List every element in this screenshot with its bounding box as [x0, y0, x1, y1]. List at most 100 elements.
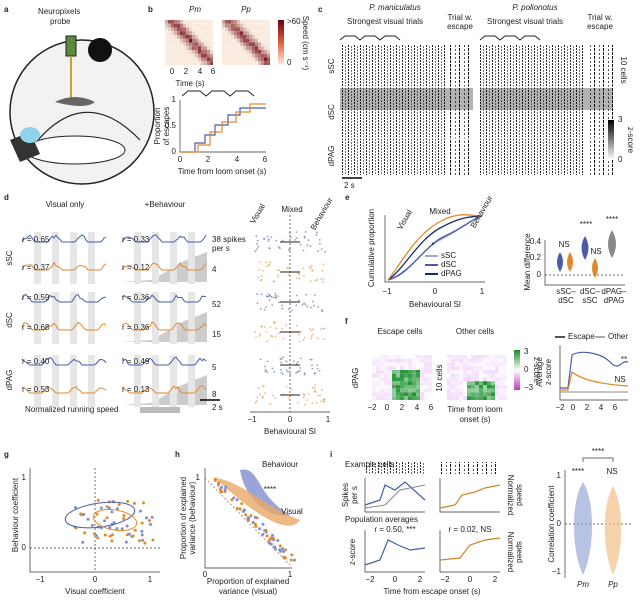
dot [276, 269, 279, 272]
dot [258, 393, 261, 396]
heat-cell [207, 50, 210, 54]
label: 5 [212, 363, 217, 372]
dot [296, 370, 299, 373]
label: Behavioural SI [409, 300, 461, 309]
heat-cell [428, 388, 432, 393]
dot [127, 532, 131, 536]
label: Pp [241, 5, 251, 14]
dot [278, 269, 281, 271]
trace [21, 234, 107, 243]
heat-cell [240, 61, 243, 65]
heat-cell [447, 358, 451, 363]
heat-cell [388, 388, 392, 393]
heat-cell [467, 358, 471, 363]
heat-cell [180, 61, 183, 65]
heat-cell [237, 35, 240, 39]
curve [364, 484, 426, 509]
dot [296, 401, 299, 404]
dot [269, 326, 272, 329]
heat-cell [207, 53, 210, 58]
heat-cell [243, 31, 246, 35]
heat-cell [192, 50, 195, 54]
curve [387, 215, 483, 281]
heat-cell [168, 50, 171, 54]
label: −2 [365, 575, 375, 584]
dot [133, 528, 137, 532]
heat-cell [264, 38, 267, 43]
label: 15 [212, 330, 221, 339]
label: escape [587, 22, 613, 31]
heat-cell [264, 50, 267, 54]
heat-cell [189, 31, 192, 35]
heat-cell [237, 31, 240, 35]
heat-cell [428, 392, 432, 397]
dot [140, 533, 144, 537]
heat-cell [412, 358, 416, 363]
heat-cell [252, 50, 255, 54]
heat-cell [412, 377, 416, 382]
heat-cell [463, 388, 467, 393]
heat-cell [503, 385, 507, 389]
dot [244, 513, 248, 517]
heat-cell [210, 53, 213, 58]
dot [316, 278, 319, 281]
heat-cell [174, 23, 177, 28]
heat-cell [372, 373, 376, 378]
heat-cell [258, 27, 261, 32]
heat-cell [416, 381, 420, 385]
heat-cell [400, 385, 404, 389]
heat-cell [495, 396, 499, 400]
heat-cell [243, 23, 246, 28]
label: 0.4 [530, 237, 542, 246]
label: 8 [212, 390, 217, 399]
dot [259, 261, 262, 264]
dot [230, 498, 234, 502]
stimulus-band [88, 292, 95, 344]
dot [273, 371, 276, 373]
heat-cell [384, 396, 388, 400]
heat-cell [183, 27, 186, 32]
dot [259, 333, 262, 336]
label: Mixed [281, 205, 302, 214]
heat-cell [180, 38, 183, 43]
dot [312, 304, 315, 307]
dot [320, 309, 323, 311]
dot [298, 333, 300, 336]
heat-cell [264, 31, 267, 35]
label: 2 [585, 403, 590, 412]
heat-cell [491, 358, 495, 363]
heat-cell [463, 355, 467, 359]
label: −2 [555, 403, 565, 412]
dot [275, 240, 278, 242]
heat-cell [467, 392, 471, 397]
dot [292, 360, 295, 363]
heat-cell [392, 373, 396, 378]
axes-g [29, 468, 160, 573]
distribution [240, 469, 290, 516]
heat-cell [396, 385, 400, 389]
dot [264, 368, 267, 371]
label: Visual [395, 208, 414, 231]
heat-cell [234, 38, 237, 43]
dot [266, 295, 269, 298]
label: 2 s [344, 181, 355, 190]
dot [302, 393, 305, 395]
dot [247, 518, 251, 522]
heat-cell [495, 392, 499, 397]
label: Trial w. [447, 13, 472, 22]
dot [323, 400, 325, 402]
heat-cell [183, 42, 186, 47]
heat-cell [204, 46, 207, 50]
dot [256, 243, 258, 245]
dot [288, 232, 291, 235]
heat-cell [416, 366, 420, 370]
label: 2 [400, 403, 405, 412]
heat-cell [249, 42, 252, 47]
heat-cell [258, 61, 261, 65]
heat-cell [388, 396, 392, 400]
label: 3 [618, 115, 623, 124]
heat-cell [225, 27, 228, 32]
heat-cell [261, 27, 264, 32]
heat-cell [252, 46, 255, 50]
dot [291, 309, 293, 312]
